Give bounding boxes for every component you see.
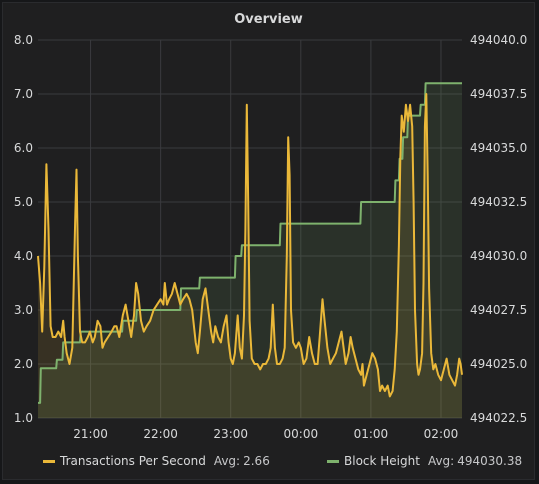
y-left-tick-label: 1.0 bbox=[14, 411, 33, 425]
right-axis: 494022.5 494025.0 494027.5 494030.0 494032.5… bbox=[470, 33, 527, 425]
legend-avg-block: 494030.38 bbox=[457, 454, 523, 468]
y-right-tick-label: 494032.5 bbox=[470, 195, 527, 209]
y-right-tick-label: 494040.0 bbox=[470, 33, 527, 47]
chart-svg: 1.0 2.0 3.0 4.0 5.0 6.0 7.0 8.0 494022.5 494025.… bbox=[14, 33, 527, 441]
series-lines bbox=[37, 82, 463, 404]
legend-swatch-block bbox=[327, 459, 339, 463]
y-right-tick-label: 494027.5 bbox=[470, 303, 527, 317]
y-left-tick-label: 7.0 bbox=[14, 87, 33, 101]
legend-avg-tps: 2.66 bbox=[243, 454, 270, 468]
y-right-tick-label: 494037.5 bbox=[470, 87, 527, 101]
y-left-tick-label: 8.0 bbox=[14, 33, 33, 47]
y-right-tick-label: 494030.0 bbox=[470, 249, 527, 263]
legend-item-block[interactable]: Block Height Avg: 494030.38 bbox=[327, 454, 522, 468]
legend-swatch-tps bbox=[43, 459, 55, 463]
legend-item-tps[interactable]: Transactions Per Second Avg: 2.66 bbox=[43, 454, 270, 468]
y-right-tick-label: 494025.0 bbox=[470, 357, 527, 371]
x-tick-label: 01:00 bbox=[354, 427, 389, 441]
y-left-tick-label: 5.0 bbox=[14, 195, 33, 209]
left-axis: 1.0 2.0 3.0 4.0 5.0 6.0 7.0 8.0 bbox=[14, 33, 33, 425]
y-left-tick-label: 4.0 bbox=[14, 249, 33, 263]
x-tick-label: 21:00 bbox=[73, 427, 108, 441]
y-right-tick-label: 494035.0 bbox=[470, 141, 527, 155]
y-left-tick-label: 2.0 bbox=[14, 357, 33, 371]
x-tick-label: 23:00 bbox=[213, 427, 248, 441]
series-line-tps bbox=[37, 93, 463, 398]
legend-label-block: Block Height bbox=[344, 454, 420, 468]
legend-avg-label-tps: Avg: bbox=[213, 454, 241, 468]
x-axis: 21:00 22:00 23:00 00:00 01:00 02:00 bbox=[73, 427, 458, 441]
x-tick-label: 00:00 bbox=[284, 427, 319, 441]
x-tick-label: 02:00 bbox=[424, 427, 459, 441]
legend: Transactions Per Second Avg: 2.66 Block … bbox=[3, 454, 534, 474]
legend-label-tps: Transactions Per Second bbox=[60, 454, 206, 468]
legend-avg-label-block: Avg: bbox=[427, 454, 455, 468]
chart-panel: Overview 1.0 2.0 3.0 4.0 5.0 6.0 7.0 8.0 494022… bbox=[2, 2, 535, 480]
series-fills bbox=[38, 83, 462, 418]
y-left-tick-label: 6.0 bbox=[14, 141, 33, 155]
panel-title[interactable]: Overview bbox=[234, 12, 303, 27]
y-left-tick-label: 3.0 bbox=[14, 303, 33, 317]
series-area-block-height bbox=[38, 83, 462, 418]
series-area-tps bbox=[38, 94, 462, 418]
x-tick-label: 22:00 bbox=[143, 427, 178, 441]
y-right-tick-label: 494022.5 bbox=[470, 411, 527, 425]
